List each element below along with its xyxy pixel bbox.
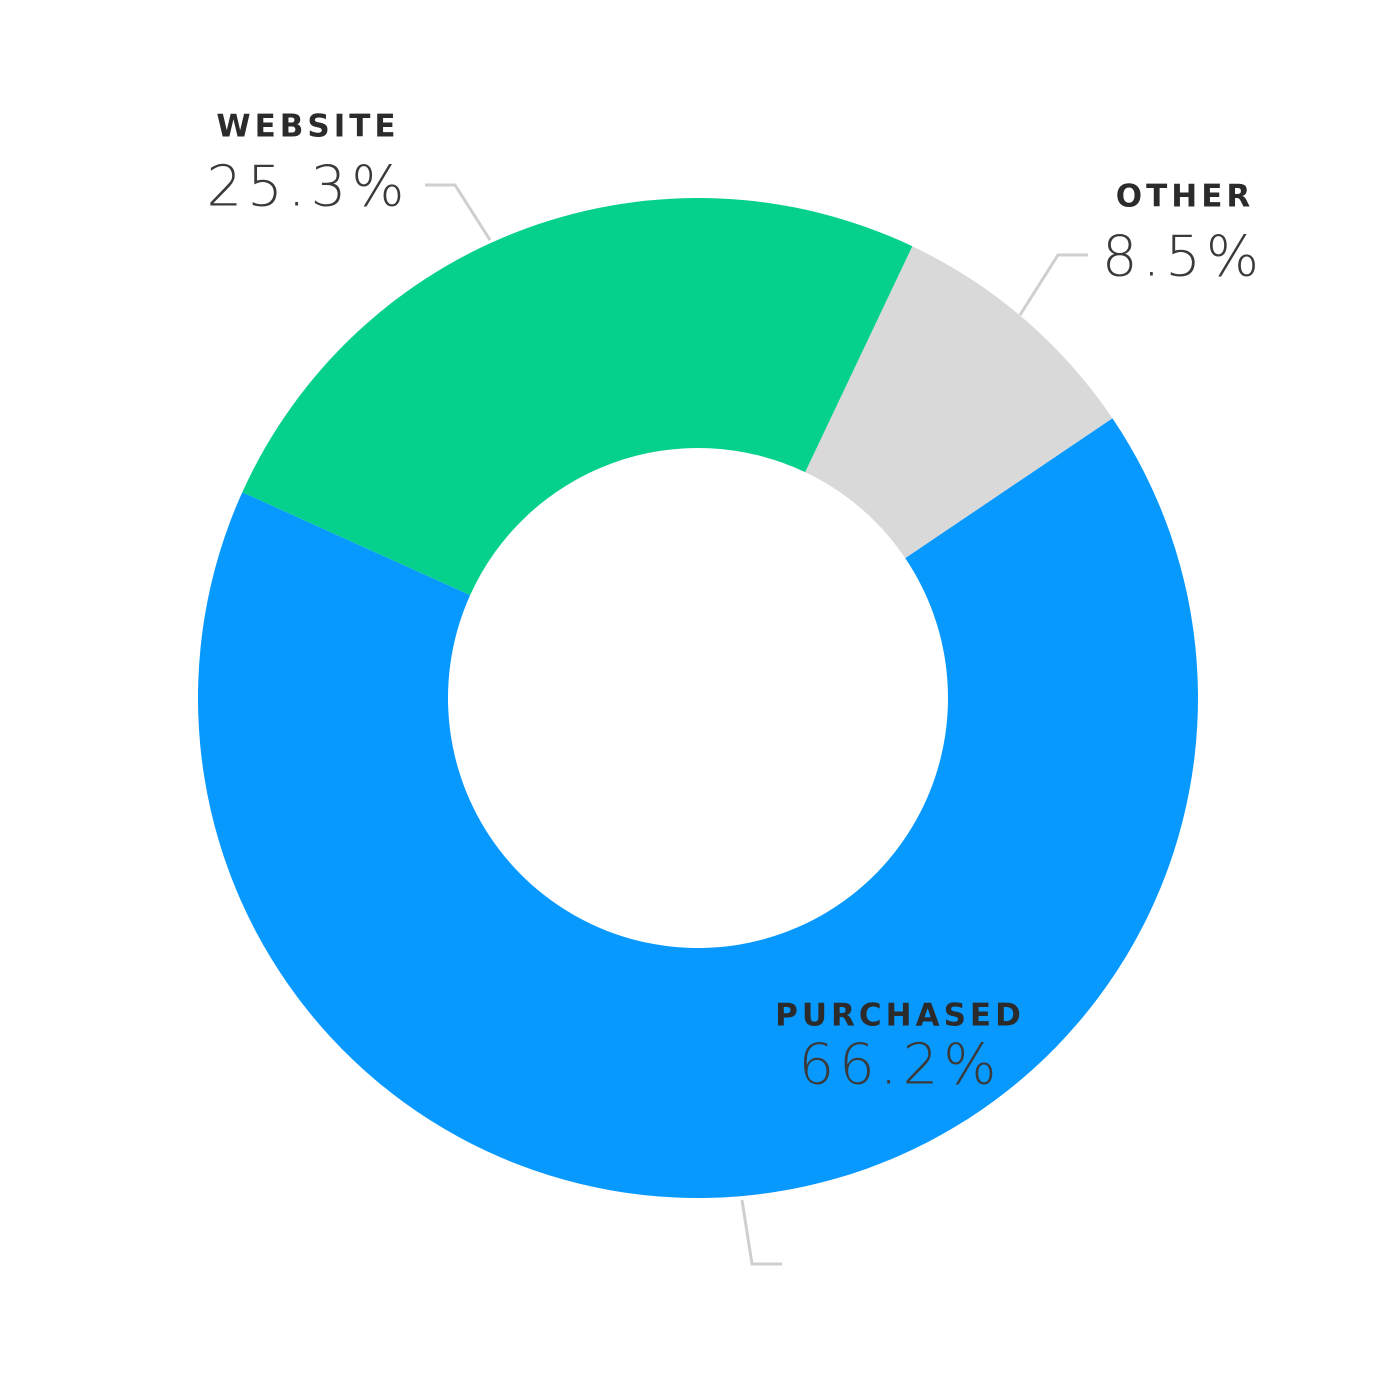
leader-line xyxy=(1018,253,1088,316)
donut-segment xyxy=(805,246,1113,559)
segment-name: PURCHASED xyxy=(775,998,1025,1034)
value-label: 8.5% xyxy=(1102,224,1264,289)
donut-segment xyxy=(242,198,913,596)
value-label: 25.3% xyxy=(207,154,410,219)
leader-line xyxy=(425,183,492,241)
leader-line xyxy=(740,1199,782,1266)
segment-name: OTHER xyxy=(1116,179,1255,215)
donut-segment xyxy=(197,418,1199,1199)
segment-name: WEBSITE xyxy=(216,109,399,145)
value-label: 66.2% xyxy=(799,1032,1002,1097)
